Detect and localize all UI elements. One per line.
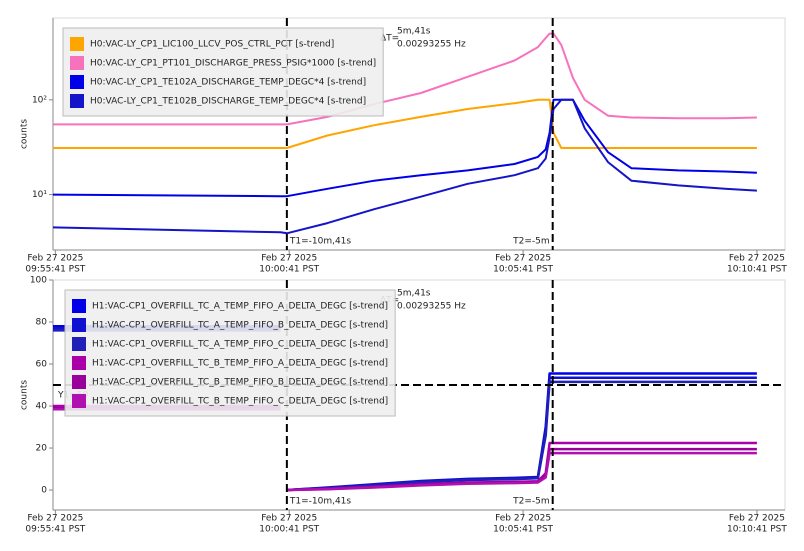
legend-swatch [72,337,86,351]
legend-swatch [70,94,84,108]
legend-label: H1:VAC-CP1_OVERFILL_TC_B_TEMP_FIFO_C_DEL… [92,397,388,407]
x-tick-label: 09:55:41 PST [25,525,85,535]
x-tick-label: 10:00:41 PST [259,265,319,275]
legend-swatch [72,394,86,408]
x-tick-label: 10:10:41 PST [727,525,787,535]
legend-swatch [72,299,86,313]
x-tick-label: 10:05:41 PST [493,265,553,275]
y-tick-label: 60 [36,360,48,370]
x-tick-label: Feb 27 2025 [27,514,83,524]
legend: H1:VAC-CP1_OVERFILL_TC_A_TEMP_FIFO_A_DEL… [64,289,396,417]
series-line [53,98,757,149]
delta-freq: 0.00293255 Hz [397,40,466,50]
legend-swatch [70,75,84,89]
legend-label: H1:VAC-CP1_OVERFILL_TC_A_TEMP_FIFO_A_DEL… [92,302,388,312]
y-tick-label: 40 [36,402,48,412]
legend-label: H0:VAC-LY_CP1_TE102B_DISCHARGE_TEMP_DEGC… [90,97,366,107]
delta-value: 5m,41s [397,27,431,37]
y-tick-label: 20 [36,444,48,454]
legend-label: H0:VAC-LY_CP1_PT101_DISCHARGE_PRESS_PSIG… [90,59,376,69]
x-tick-label: Feb 27 2025 [261,514,317,524]
delta-label: ΔT= [380,34,399,44]
x-tick-label: Feb 27 2025 [27,254,83,264]
legend-swatch [72,318,86,332]
x-tick-label: Feb 27 2025 [261,254,317,264]
series-line [53,98,757,235]
x-tick-label: Feb 27 2025 [729,254,785,264]
legend-label: H1:VAC-CP1_OVERFILL_TC_A_TEMP_FIFO_B_DEL… [92,321,388,331]
x-tick-label: Feb 27 2025 [729,514,785,524]
y-tick-label: 100 [30,276,47,286]
legend-label: H0:VAC-LY_CP1_TE102A_DISCHARGE_TEMP_DEGC… [90,78,366,88]
y-axis-label: counts [20,380,30,410]
x-tick-label: 09:55:41 PST [25,265,85,275]
t-cursor-label: T1=-10m,41s [289,237,352,247]
delta-value: 5m,41s [397,289,431,299]
legend: H0:VAC-LY_CP1_LIC100_LLCV_POS_CTRL_PCT [… [62,27,384,117]
series-line [53,98,757,198]
legend-swatch [72,375,86,389]
legend-swatch [70,37,84,51]
legend-label: H1:VAC-CP1_OVERFILL_TC_B_TEMP_FIFO_B_DEL… [92,378,388,388]
y-axis-label: counts [20,119,30,149]
y-tick-label: 10² [32,95,47,105]
t-cursor-label: T2=-5m [512,497,550,507]
legend-box [64,289,396,417]
legend-label: H1:VAC-CP1_OVERFILL_TC_A_TEMP_FIFO_C_DEL… [92,340,388,350]
legend-label: H1:VAC-CP1_OVERFILL_TC_B_TEMP_FIFO_A_DEL… [92,359,388,369]
t-cursor-label: T1=-10m,41s [289,497,352,507]
t-cursor-label: T2=-5m [512,237,550,247]
legend-box [62,27,384,117]
x-tick-label: 10:00:41 PST [259,525,319,535]
x-tick-label: Feb 27 2025 [495,514,551,524]
y-tick-label: 80 [36,318,48,328]
y-tick-label: 0 [41,486,47,496]
x-tick-label: 10:05:41 PST [493,525,553,535]
delta-freq: 0.00293255 Hz [397,302,466,312]
legend-swatch [72,356,86,370]
legend-label: H0:VAC-LY_CP1_LIC100_LLCV_POS_CTRL_PCT [… [90,40,334,50]
x-tick-label: Feb 27 2025 [495,254,551,264]
x-tick-label: 10:10:41 PST [727,265,787,275]
legend-swatch [70,56,84,70]
y-tick-label: 10¹ [32,190,47,200]
